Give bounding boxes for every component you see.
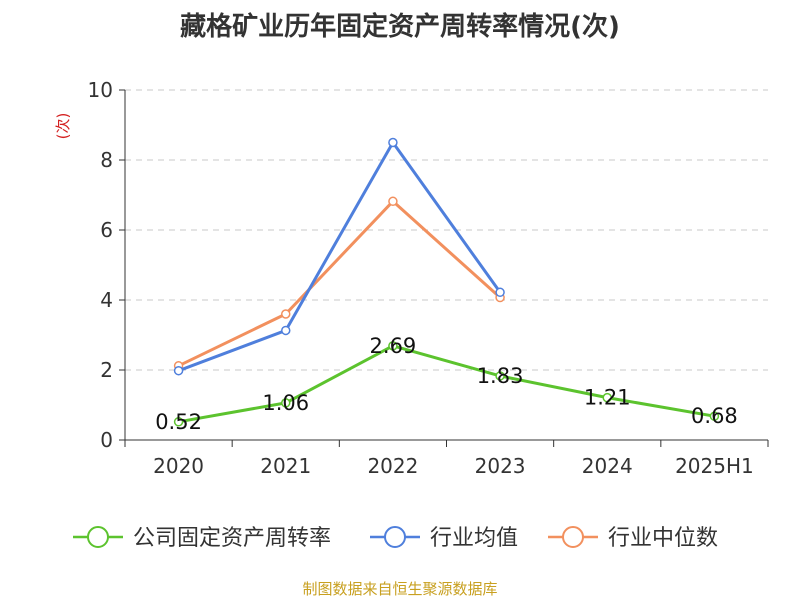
y-tick-label: 4 bbox=[100, 288, 113, 312]
series-line bbox=[178, 141, 502, 373]
legend-label: 行业中位数 bbox=[608, 526, 718, 551]
series-line bbox=[178, 344, 715, 424]
legend-marker bbox=[384, 526, 406, 548]
series-lines bbox=[173, 137, 720, 427]
data-label: 1.83 bbox=[477, 364, 524, 388]
y-tick-label: 0 bbox=[100, 428, 113, 452]
data-point bbox=[388, 137, 398, 148]
data-point bbox=[281, 398, 291, 408]
data-point bbox=[173, 365, 184, 376]
data-point bbox=[709, 411, 720, 421]
data-point bbox=[281, 309, 291, 319]
data-label: 1.21 bbox=[584, 386, 631, 410]
y-tick-label: 10 bbox=[88, 78, 113, 102]
data-point bbox=[495, 371, 505, 381]
x-tick-label: 2023 bbox=[475, 454, 526, 478]
grid-lines bbox=[125, 89, 768, 371]
data-point bbox=[388, 196, 398, 207]
data-point bbox=[602, 392, 612, 403]
data-labels: 0.52 1.06 2.69 1.83 1.21 0.68 bbox=[155, 334, 738, 434]
data-label: 0.68 bbox=[691, 404, 738, 428]
legend-label: 行业均值 bbox=[430, 526, 518, 551]
legend: 公司固定资产周转率 行业均值 行业中位数 bbox=[73, 526, 718, 551]
data-point bbox=[388, 341, 398, 351]
data-label: 1.06 bbox=[262, 391, 309, 415]
y-axis-label: (次) bbox=[54, 113, 72, 140]
data-label: 2.69 bbox=[370, 334, 417, 358]
data-point bbox=[495, 287, 505, 298]
axes: 0 2 4 6 8 10 2020 2021 2022 2023 2024 2025H1 (次) bbox=[54, 78, 769, 478]
x-tick-label: 2020 bbox=[153, 454, 204, 478]
y-tick-label: 8 bbox=[100, 148, 113, 172]
source-note: 制图数据来自恒生聚源数据库 bbox=[302, 580, 498, 598]
x-tick-label: 2024 bbox=[582, 454, 633, 478]
data-label: 0.52 bbox=[155, 410, 202, 434]
x-tick-label: 2025H1 bbox=[675, 454, 754, 478]
legend-marker bbox=[87, 526, 109, 548]
y-tick-label: 6 bbox=[100, 218, 113, 242]
x-tick-label: 2022 bbox=[367, 454, 418, 478]
y-tick-label: 2 bbox=[100, 358, 113, 382]
x-tick-label: 2021 bbox=[260, 454, 311, 478]
data-point bbox=[173, 417, 184, 427]
legend-marker bbox=[562, 526, 584, 548]
series-line bbox=[177, 199, 502, 368]
chart-title: 藏格矿业历年固定资产周转率情况(次) bbox=[180, 12, 620, 42]
data-point bbox=[281, 325, 291, 336]
legend-label: 公司固定资产周转率 bbox=[133, 526, 331, 551]
